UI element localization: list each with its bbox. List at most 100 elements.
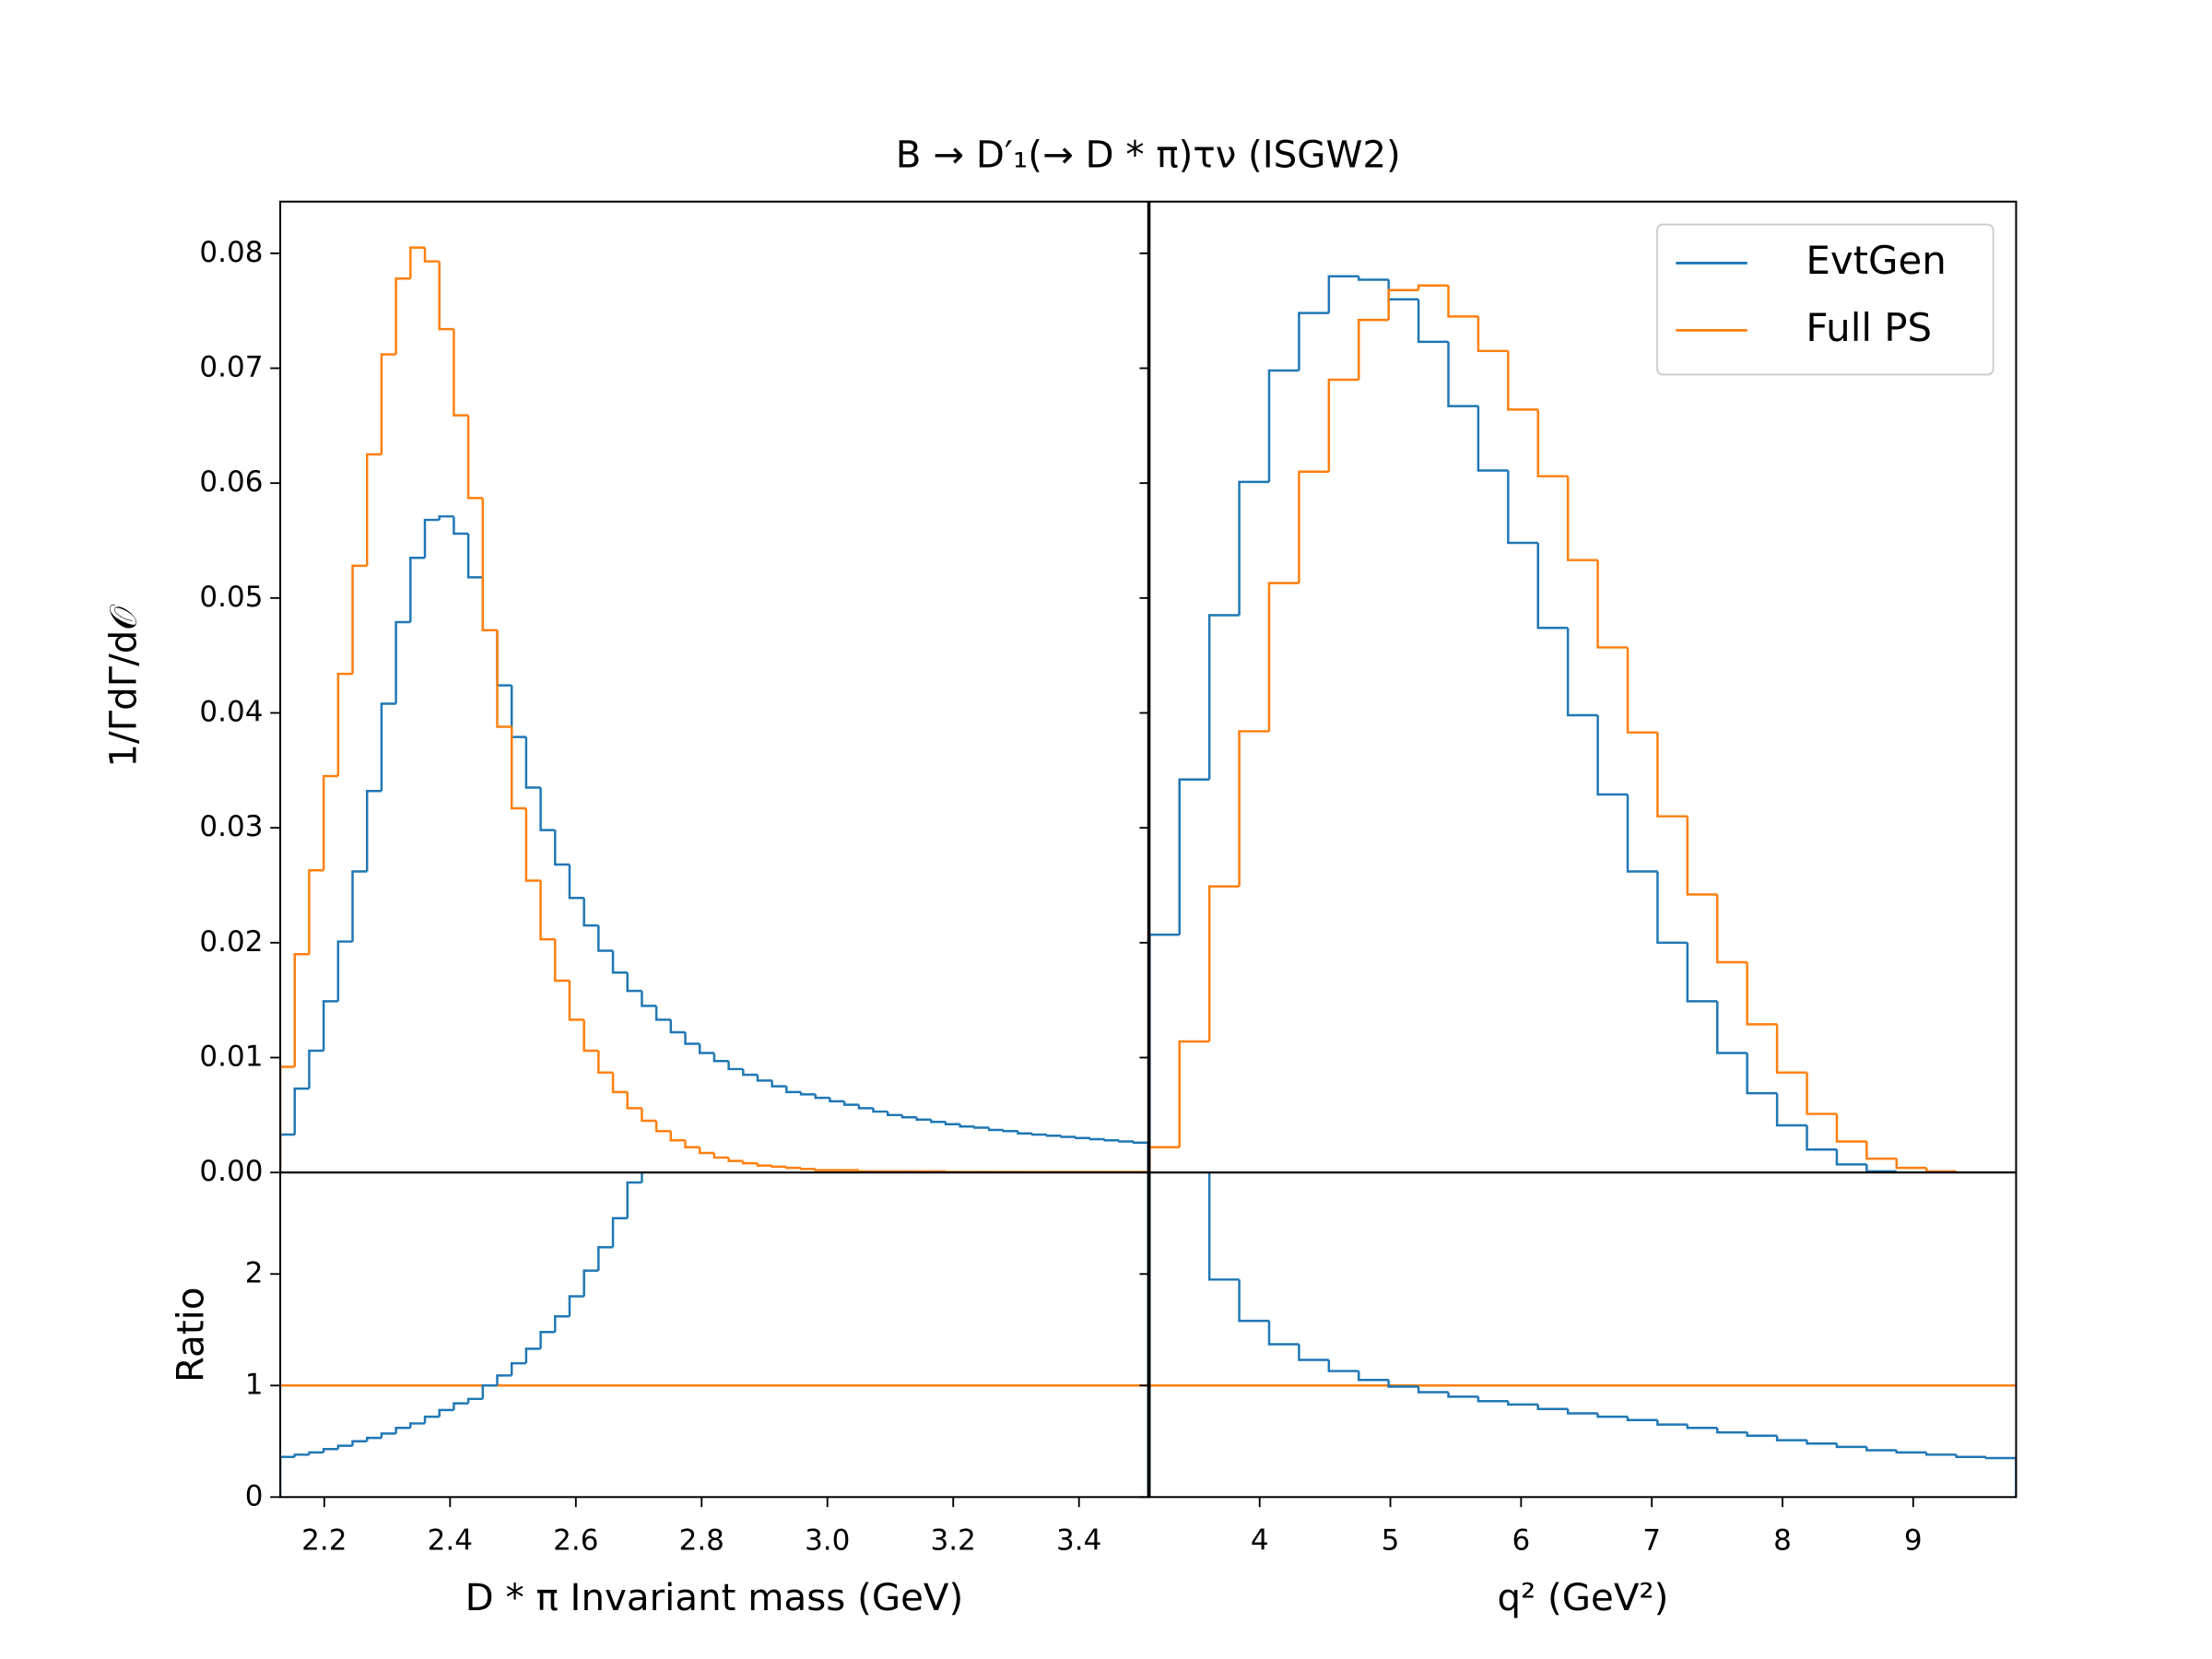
histogram-step	[729, 493, 744, 661]
histogram-step	[539, 1330, 556, 1349]
histogram-step	[785, 1086, 802, 1094]
histogram-step	[1835, 1113, 1867, 1143]
histogram-step	[1207, 885, 1240, 1042]
histogram-step	[293, 1087, 310, 1135]
axes-frame	[279, 1171, 1149, 1499]
histogram-step	[1536, 409, 1569, 477]
y-tick-label: 2	[245, 1256, 264, 1289]
histogram-step	[1030, 1133, 1047, 1136]
histogram-step	[1775, 1024, 1807, 1074]
histogram-step	[1865, 1141, 1897, 1160]
histogram-step	[1017, 1131, 1033, 1135]
histogram-step	[423, 1415, 440, 1424]
histogram-step	[524, 736, 541, 789]
histogram-step	[453, 1402, 469, 1410]
plot-area: 2.2 2.4 2.6 2.8 3.0 3.2 3.4 D * π Invariant mas…	[102, 14, 2018, 1619]
x-tick-label: 9	[1904, 1524, 1923, 1557]
histogram-step	[641, 1108, 657, 1123]
histogram-step	[626, 1181, 642, 1218]
histogram-step	[1238, 1279, 1269, 1323]
histogram-step	[366, 453, 382, 566]
x-tick-label: 8	[1773, 1524, 1792, 1557]
histogram-step	[554, 939, 570, 982]
histogram-step	[756, 1163, 772, 1167]
histogram-step	[973, 1126, 990, 1129]
histogram-step	[394, 620, 411, 704]
histogram-step	[771, 1080, 787, 1088]
histogram-step	[785, 1166, 802, 1170]
histogram-step	[1566, 1408, 1598, 1415]
histogram-step	[466, 534, 483, 579]
histogram-step	[1358, 1371, 1389, 1382]
histogram-step	[1895, 1450, 1927, 1454]
histogram-step	[597, 1245, 614, 1271]
histogram-step	[829, 1098, 845, 1103]
histogram-step	[1358, 318, 1389, 380]
histogram-step	[758, 14, 772, 315]
histogram-step	[1447, 285, 1478, 318]
histogram-step	[1417, 1386, 1449, 1394]
legend-label: Full PS	[1806, 305, 1932, 350]
histogram-step	[799, 1091, 816, 1096]
histogram-step	[1149, 1172, 1151, 1498]
y-tick-label: 0.02	[199, 925, 263, 959]
histogram-step	[1088, 1137, 1105, 1141]
histogram-step	[423, 247, 440, 263]
histogram-step	[799, 1168, 816, 1171]
histogram-step	[423, 518, 440, 559]
histogram-step	[510, 1361, 526, 1376]
histogram-step	[626, 1091, 642, 1110]
histogram-step	[1147, 1172, 1148, 1498]
legend-label: EvtGen	[1806, 238, 1946, 283]
y-tick-label: 0.04	[199, 695, 263, 728]
histogram-step	[698, 1043, 714, 1054]
legend: EvtGen Full PS	[1656, 223, 1994, 376]
histogram-step	[857, 1104, 874, 1110]
x-tick-label: 3.2	[931, 1524, 976, 1557]
histogram-step	[1507, 470, 1538, 545]
histogram-step	[351, 1440, 368, 1446]
histogram-step	[293, 953, 310, 1067]
histogram-step	[466, 1397, 483, 1404]
histogram-step	[641, 1172, 643, 1183]
histogram-step	[1327, 378, 1359, 472]
histogram-step	[700, 817, 714, 928]
histogram-step	[1267, 369, 1300, 482]
histogram-step	[524, 1347, 541, 1364]
histogram-step	[308, 1049, 324, 1089]
histogram-step	[1656, 871, 1688, 945]
histogram-step	[1775, 1435, 1807, 1441]
histogram-step	[1447, 341, 1478, 407]
histogram-step	[611, 1217, 628, 1248]
histogram-step	[1656, 732, 1688, 818]
histogram-step	[280, 1455, 295, 1498]
histogram-step	[1835, 1443, 1867, 1449]
x-axis-label: q² (GeV²)	[1497, 1576, 1668, 1619]
histogram-step	[481, 1384, 498, 1399]
histogram-step	[1806, 1440, 1837, 1445]
histogram-step	[1149, 1146, 1180, 1173]
histogram-step	[554, 830, 570, 866]
histogram-step	[280, 1133, 295, 1173]
histogram-step	[510, 726, 526, 810]
histogram-step	[944, 1122, 960, 1126]
histogram-step	[1477, 1396, 1509, 1403]
histogram-step	[626, 972, 642, 993]
histogram-step	[1865, 1446, 1897, 1452]
histogram-step	[641, 991, 657, 1007]
series	[280, 14, 1148, 1498]
histogram-step	[1298, 1344, 1329, 1361]
histogram-step	[1716, 894, 1747, 964]
x-tick-label: 6	[1512, 1524, 1530, 1557]
histogram-step	[438, 515, 454, 521]
histogram-step	[1447, 1392, 1478, 1398]
histogram-step	[1417, 299, 1449, 344]
histogram-step	[481, 498, 498, 631]
histogram-step	[611, 1072, 628, 1094]
y-axis-label: Ratio	[169, 1287, 212, 1382]
histogram-step	[887, 1112, 902, 1117]
histogram-step	[1686, 942, 1718, 1003]
histogram-step	[1207, 1172, 1240, 1281]
histogram-step	[727, 1061, 744, 1071]
histogram-step	[308, 869, 324, 955]
